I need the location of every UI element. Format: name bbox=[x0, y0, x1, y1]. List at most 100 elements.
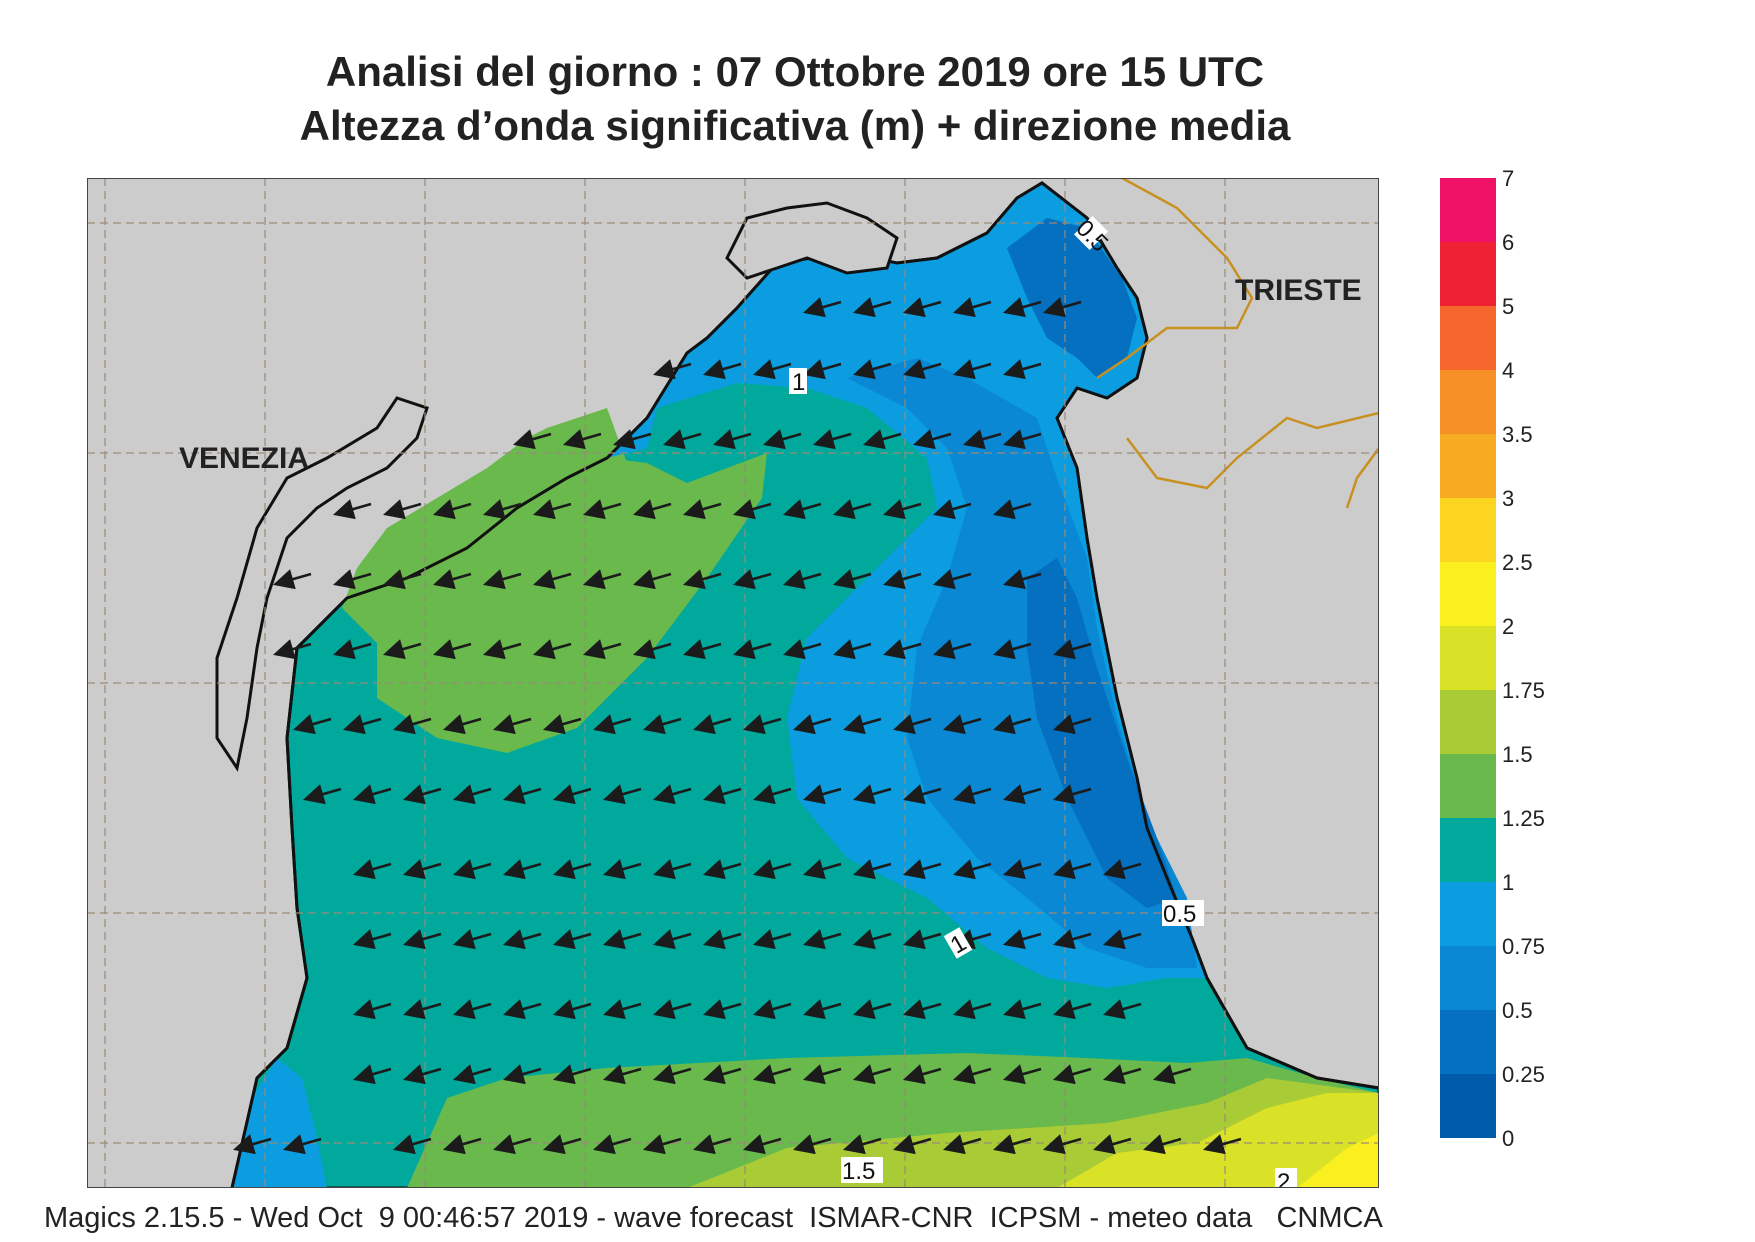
direction-arrow bbox=[953, 999, 992, 1020]
direction-arrow bbox=[993, 1134, 1032, 1155]
direction-arrow bbox=[1093, 1134, 1132, 1155]
direction-arrow bbox=[853, 1064, 892, 1085]
direction-arrow bbox=[843, 714, 882, 735]
direction-arrow bbox=[453, 784, 492, 805]
direction-arrow bbox=[853, 784, 892, 805]
direction-arrow bbox=[783, 499, 822, 520]
direction-arrow bbox=[653, 359, 692, 380]
direction-arrow bbox=[283, 1134, 322, 1155]
direction-arrow bbox=[883, 639, 922, 660]
direction-arrow bbox=[853, 999, 892, 1020]
direction-arrow bbox=[853, 929, 892, 950]
legend-label: 1.75 bbox=[1502, 678, 1545, 703]
direction-arrow bbox=[593, 714, 632, 735]
legend-label: 3.5 bbox=[1502, 422, 1533, 447]
legend-swatch bbox=[1440, 1074, 1496, 1138]
direction-arrow bbox=[1003, 569, 1042, 590]
legend-swatch bbox=[1440, 434, 1496, 498]
wave-direction-arrows bbox=[233, 297, 1242, 1155]
direction-arrow bbox=[553, 999, 592, 1020]
istria-peninsula bbox=[725, 201, 899, 280]
direction-arrow bbox=[593, 1134, 632, 1155]
direction-arrow bbox=[753, 859, 792, 880]
legend-label: 5 bbox=[1502, 294, 1515, 319]
legend-label: 6 bbox=[1502, 230, 1515, 255]
direction-arrow bbox=[703, 929, 742, 950]
direction-arrow bbox=[903, 784, 942, 805]
legend-swatch bbox=[1440, 882, 1496, 946]
direction-arrow bbox=[953, 859, 992, 880]
city-label-venezia: VENEZIA bbox=[179, 442, 309, 475]
direction-arrow bbox=[583, 569, 622, 590]
direction-arrow bbox=[963, 429, 1002, 450]
direction-arrow bbox=[533, 499, 572, 520]
direction-arrow bbox=[893, 1134, 932, 1155]
direction-arrow bbox=[943, 714, 982, 735]
legend-swatch bbox=[1440, 562, 1496, 626]
direction-arrow bbox=[933, 639, 972, 660]
direction-arrow bbox=[443, 1134, 482, 1155]
direction-arrow bbox=[1103, 859, 1142, 880]
direction-arrow bbox=[1053, 714, 1092, 735]
legend-swatch bbox=[1440, 690, 1496, 754]
direction-arrow bbox=[793, 714, 832, 735]
direction-arrow bbox=[643, 714, 682, 735]
direction-arrow bbox=[953, 1064, 992, 1085]
direction-arrow bbox=[903, 999, 942, 1020]
direction-arrow bbox=[853, 359, 892, 380]
direction-arrow bbox=[433, 569, 472, 590]
direction-arrow bbox=[753, 999, 792, 1020]
direction-arrow bbox=[653, 859, 692, 880]
direction-arrow bbox=[903, 929, 942, 950]
direction-arrow bbox=[853, 297, 892, 318]
svg-text:1: 1 bbox=[792, 369, 805, 396]
direction-arrow bbox=[663, 429, 702, 450]
svg-text:0.5: 0.5 bbox=[1163, 901, 1196, 928]
direction-arrow bbox=[903, 359, 942, 380]
direction-arrow bbox=[703, 859, 742, 880]
direction-arrow bbox=[393, 1134, 432, 1155]
direction-arrow bbox=[703, 359, 742, 380]
contour-label-1-top: 1 bbox=[789, 368, 807, 396]
direction-arrow bbox=[503, 784, 542, 805]
direction-arrow bbox=[383, 499, 422, 520]
direction-arrow bbox=[433, 499, 472, 520]
direction-arrow bbox=[273, 569, 312, 590]
direction-arrow bbox=[803, 297, 842, 318]
legend-label: 1 bbox=[1502, 870, 1515, 895]
direction-arrow bbox=[803, 784, 842, 805]
contour-label-05-right: 0.5 bbox=[1162, 900, 1204, 928]
direction-arrow bbox=[913, 429, 952, 450]
direction-arrow bbox=[703, 784, 742, 805]
direction-arrow bbox=[893, 714, 932, 735]
direction-arrow bbox=[643, 1134, 682, 1155]
direction-arrow bbox=[933, 499, 972, 520]
direction-arrow bbox=[903, 859, 942, 880]
wave-zone-blue-darkest bbox=[1007, 218, 1137, 378]
svg-text:2: 2 bbox=[1277, 1169, 1290, 1188]
legend-label: 1.25 bbox=[1502, 806, 1545, 831]
direction-arrow bbox=[553, 784, 592, 805]
direction-arrow bbox=[293, 714, 332, 735]
legend-label: 0.75 bbox=[1502, 934, 1545, 959]
direction-arrow bbox=[1003, 359, 1042, 380]
direction-arrow bbox=[453, 859, 492, 880]
city-label-trieste: TRIESTE bbox=[1235, 274, 1362, 307]
direction-arrow bbox=[1003, 929, 1042, 950]
direction-arrow bbox=[493, 714, 532, 735]
direction-arrow bbox=[953, 784, 992, 805]
direction-arrow bbox=[353, 929, 392, 950]
direction-arrow bbox=[493, 1134, 532, 1155]
direction-arrow bbox=[303, 784, 342, 805]
direction-arrow bbox=[443, 714, 482, 735]
legend-swatch bbox=[1440, 626, 1496, 690]
direction-arrow bbox=[863, 429, 902, 450]
direction-arrow bbox=[803, 929, 842, 950]
venezia-lagoon bbox=[215, 396, 429, 772]
legend-label: 0 bbox=[1502, 1126, 1515, 1151]
color-legend: 7 6 5 4 3.5 3 2.5 2 1.75 1.5 1.25 1 0.75 0.5 0.25 0 bbox=[1440, 166, 1560, 1178]
direction-arrow bbox=[933, 569, 972, 590]
direction-arrow bbox=[483, 569, 522, 590]
legend-swatch bbox=[1440, 818, 1496, 882]
direction-arrow bbox=[993, 714, 1032, 735]
